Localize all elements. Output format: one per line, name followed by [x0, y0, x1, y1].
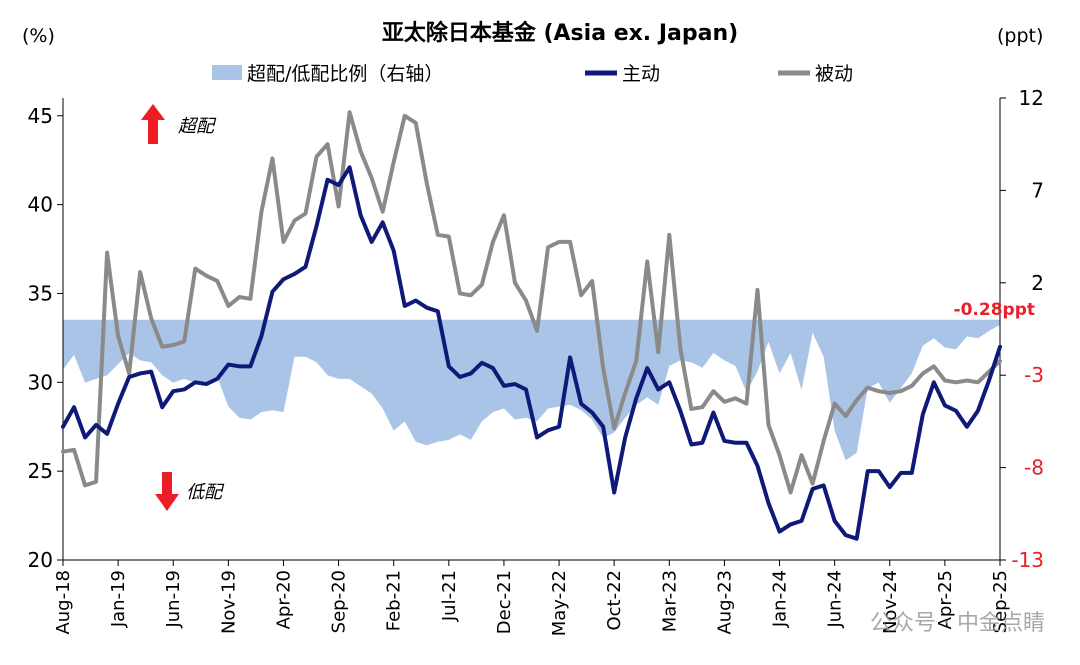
down-arrow-icon — [155, 472, 179, 511]
active-line — [61, 165, 1002, 541]
left-tick-label: 45 — [28, 104, 53, 128]
right-tick-label: -13 — [1011, 548, 1044, 572]
x-tick-label: Mar-23 — [659, 570, 680, 632]
active-series-layer — [61, 165, 1002, 541]
end-value-label: -0.28ppt — [954, 300, 1035, 320]
chart-title: 亚太除日本基金 (Asia ex. Japan) — [382, 20, 738, 46]
right-tick-label: -8 — [1024, 456, 1044, 480]
x-tick-label: Apr-20 — [273, 570, 294, 629]
left-tick-label: 20 — [28, 548, 53, 572]
right-tick-label: 12 — [1019, 86, 1044, 110]
right-tick-label: 2 — [1031, 271, 1044, 295]
watermark: 公众号 · 中金点睛 — [870, 611, 1045, 636]
overweight-annotation: 超配 — [141, 104, 217, 144]
ratio-area-layer — [63, 319, 1000, 461]
x-tick-label: Jun-24 — [825, 570, 846, 629]
x-tick-label: May-22 — [549, 570, 570, 636]
x-tick-label: Jan-19 — [108, 570, 129, 628]
left-tick-label: 25 — [28, 459, 53, 483]
legend-label-active: 主动 — [622, 63, 660, 85]
x-tick-label: Jan-24 — [770, 570, 791, 628]
right-axis-unit: (ppt) — [997, 25, 1043, 47]
x-tick-label: Jun-19 — [163, 570, 184, 629]
right-tick-label: 7 — [1031, 178, 1044, 202]
overweight-label: 超配 — [178, 116, 217, 137]
left-tick-label: 35 — [28, 281, 53, 305]
x-tick-label: Dec-21 — [494, 570, 515, 634]
x-axis-ticks: Aug-18 Jan-19 Jun-19 Nov-19 Apr-20 Sep-20 Feb-… — [53, 560, 1011, 636]
x-tick-label: Aug-23 — [714, 570, 735, 635]
legend: 超配/低配比例（右轴） 主动 被动 — [212, 63, 853, 85]
x-tick-label: Feb-21 — [384, 570, 405, 631]
axes — [62, 98, 1001, 561]
x-tick-label: Nov-24 — [880, 570, 901, 634]
passive-series-layer — [61, 110, 1002, 495]
left-axis-ticks: 20 25 30 35 40 45 — [28, 104, 63, 572]
right-tick-label: -3 — [1024, 363, 1044, 387]
passive-line — [61, 110, 1002, 495]
legend-label-ratio: 超配/低配比例（右轴） — [247, 63, 443, 85]
x-tick-label: Sep-25 — [990, 570, 1011, 633]
x-tick-label: Aug-18 — [53, 570, 74, 635]
left-tick-label: 40 — [28, 193, 53, 217]
x-tick-label: Nov-19 — [218, 570, 239, 634]
ratio-area — [63, 319, 1000, 461]
x-tick-label: Oct-22 — [604, 570, 625, 631]
left-tick-label: 30 — [28, 370, 53, 394]
x-tick-label: Apr-25 — [935, 570, 956, 629]
underweight-annotation: 低配 — [155, 472, 225, 511]
x-tick-label: Sep-20 — [329, 570, 350, 633]
underweight-label: 低配 — [186, 482, 225, 503]
left-axis-unit: (%) — [22, 25, 55, 47]
legend-swatch-ratio — [212, 65, 242, 80]
up-arrow-icon — [141, 104, 165, 144]
right-axis-ticks: -13 -8 -3 2 7 12 — [1000, 86, 1044, 572]
legend-label-passive: 被动 — [815, 63, 853, 85]
x-tick-label: Jul-21 — [439, 570, 460, 622]
